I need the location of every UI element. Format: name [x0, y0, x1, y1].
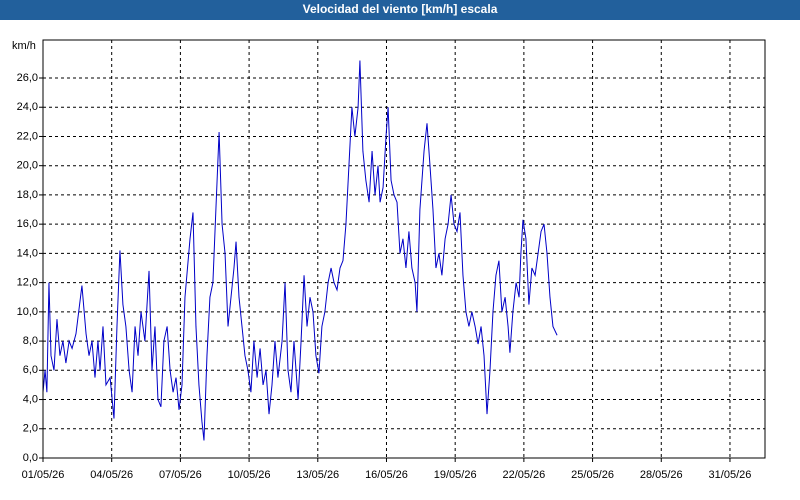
x-tick-label: 22/05/26 — [502, 469, 545, 481]
title-bar — [0, 0, 800, 20]
y-tick-label: 0,0 — [23, 452, 38, 464]
x-tick-label: 16/05/26 — [365, 469, 408, 481]
y-tick-label: 4,0 — [23, 393, 38, 405]
x-tick-label: 25/05/26 — [571, 469, 614, 481]
x-tick-label: 31/05/26 — [709, 469, 752, 481]
wind-speed-line — [42, 60, 558, 441]
y-tick-label: 22,0 — [17, 130, 38, 142]
chart-title: Velocidad del viento [km/h] escala — [303, 2, 498, 16]
x-tick-label: 13/05/26 — [296, 469, 339, 481]
plot-border — [42, 39, 766, 459]
x-tick-label: 28/05/26 — [640, 469, 683, 481]
y-tick-label: 16,0 — [17, 218, 38, 230]
y-tick-label: 6,0 — [23, 364, 38, 376]
y-tick-label: 14,0 — [17, 247, 38, 259]
x-tick-label: 04/05/26 — [90, 469, 133, 481]
x-tick-label: 19/05/26 — [434, 469, 477, 481]
y-tick-label: 20,0 — [17, 160, 38, 172]
y-tick-label: 18,0 — [17, 189, 38, 201]
y-tick-label: 26,0 — [17, 72, 38, 84]
x-tick-label: 07/05/26 — [159, 469, 202, 481]
y-tick-label: 24,0 — [17, 101, 38, 113]
y-axis-label: km/h — [12, 40, 36, 52]
y-tick-label: 10,0 — [17, 306, 38, 318]
y-tick-label: 2,0 — [23, 423, 38, 435]
x-tick-label: 01/05/26 — [22, 469, 65, 481]
y-tick-label: 12,0 — [17, 277, 38, 289]
y-tick-label: 8,0 — [23, 335, 38, 347]
x-tick-label: 10/05/26 — [228, 469, 271, 481]
